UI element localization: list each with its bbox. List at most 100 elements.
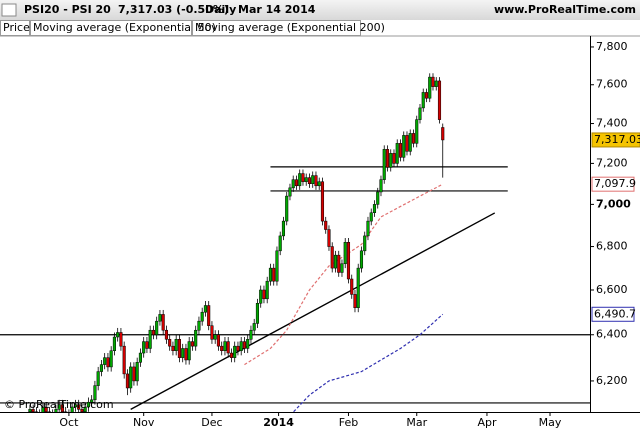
candle-body bbox=[41, 406, 45, 412]
candle-body bbox=[291, 179, 295, 189]
candle-body bbox=[242, 341, 247, 349]
price-label-box bbox=[591, 132, 640, 148]
candle-body bbox=[125, 373, 129, 389]
candle-body bbox=[60, 404, 64, 412]
candle-body bbox=[112, 336, 116, 351]
candle-body bbox=[353, 294, 357, 308]
y-tick-label: 7,400 bbox=[596, 117, 628, 130]
date: Mar 14 2014 bbox=[238, 3, 316, 16]
trend-line bbox=[130, 212, 496, 410]
candle-body bbox=[369, 212, 373, 222]
candle-body bbox=[327, 229, 331, 247]
candle-body bbox=[356, 267, 360, 308]
candle-body bbox=[398, 143, 403, 158]
x-tick-label: Dec bbox=[201, 416, 222, 429]
candle-body bbox=[148, 329, 152, 349]
candle-body bbox=[220, 345, 224, 351]
candle-body bbox=[389, 153, 393, 168]
candle-body bbox=[103, 357, 107, 365]
candle-body bbox=[90, 399, 94, 403]
candle-body bbox=[363, 235, 367, 252]
y-tick-label: 7,000 bbox=[596, 197, 631, 210]
candle-body bbox=[184, 348, 188, 361]
candle-body bbox=[324, 220, 328, 230]
candle-body bbox=[431, 76, 435, 87]
axes: 6,200 6,400 6,600 6,800 7,000 7,200 7,400 7,600… bbox=[59, 40, 640, 429]
candle-body bbox=[337, 254, 341, 273]
candle-body bbox=[239, 341, 243, 351]
x-tick-label: Oct bbox=[59, 416, 79, 429]
price-label: 7,317.03 bbox=[594, 133, 640, 146]
candle-body bbox=[177, 339, 181, 358]
candle-body bbox=[281, 220, 286, 237]
y-tick-label: 6,400 bbox=[596, 328, 628, 341]
y-tick-label: 7,800 bbox=[596, 40, 628, 53]
candle-body bbox=[252, 323, 256, 331]
candle-body bbox=[119, 332, 123, 347]
candle-body bbox=[262, 289, 266, 300]
legend-bar bbox=[0, 20, 640, 36]
candle-body bbox=[405, 135, 409, 152]
candle-body bbox=[411, 133, 416, 144]
candle-body bbox=[298, 173, 302, 187]
candle-body bbox=[194, 329, 198, 347]
candle-body bbox=[161, 314, 165, 331]
y-tick-label: 6,200 bbox=[596, 374, 628, 387]
candle-body bbox=[343, 242, 347, 265]
candle-body bbox=[307, 177, 312, 185]
candle-body bbox=[44, 406, 48, 412]
candle-body bbox=[64, 411, 68, 412]
candle-body bbox=[340, 263, 344, 273]
candle-body bbox=[350, 278, 354, 295]
candle-body bbox=[38, 414, 41, 416]
y-tick-label: 7,200 bbox=[596, 156, 628, 169]
candle-body bbox=[265, 280, 269, 300]
x-tick-label: 2014 bbox=[263, 416, 294, 429]
candle-body bbox=[379, 179, 383, 193]
quote: 7,317.03 (-0.50%) bbox=[118, 3, 229, 16]
candle-body bbox=[272, 267, 276, 282]
x-tick-label: Mar bbox=[406, 416, 427, 429]
candle-body bbox=[236, 345, 240, 351]
candle-body bbox=[132, 366, 136, 382]
candle-body bbox=[408, 133, 412, 152]
candle-body bbox=[93, 385, 97, 401]
candle-body bbox=[288, 187, 292, 197]
period: Daily bbox=[205, 3, 236, 16]
y-tick-label: 7,600 bbox=[596, 78, 628, 91]
candle-body bbox=[73, 404, 77, 408]
candle-body bbox=[210, 325, 214, 340]
candle-body bbox=[213, 334, 217, 340]
candle-body bbox=[434, 80, 438, 87]
candle-body bbox=[229, 352, 233, 358]
candle-body bbox=[249, 329, 253, 340]
x-tick-label: Nov bbox=[133, 416, 155, 429]
candle-body bbox=[99, 364, 103, 372]
candle-body bbox=[421, 92, 425, 109]
header-bar bbox=[0, 0, 640, 20]
candle-body bbox=[34, 411, 38, 412]
candle-body bbox=[259, 289, 263, 304]
candle-body bbox=[155, 320, 159, 335]
candle-body bbox=[164, 329, 168, 340]
brand: www.ProRealTime.com bbox=[494, 3, 636, 16]
candle-body bbox=[106, 357, 110, 368]
watermark: © ProRealTime.com bbox=[4, 398, 114, 411]
y-tick-label: 6,600 bbox=[596, 283, 628, 296]
candle-body bbox=[96, 371, 100, 386]
candle-body bbox=[168, 339, 172, 347]
candle-body bbox=[424, 92, 429, 99]
candle-body bbox=[190, 341, 194, 347]
candle-body bbox=[233, 345, 237, 358]
candle-body bbox=[278, 235, 282, 252]
candle-body bbox=[54, 409, 58, 412]
candle-body bbox=[402, 135, 406, 158]
price-label: 6,490.7 bbox=[594, 307, 636, 320]
candle-body bbox=[246, 339, 250, 349]
candle-body bbox=[437, 80, 442, 120]
candle-body bbox=[330, 246, 334, 269]
x-tick-label: Feb bbox=[339, 416, 358, 429]
candle-body bbox=[301, 173, 305, 182]
x-tick-label: May bbox=[539, 416, 562, 429]
